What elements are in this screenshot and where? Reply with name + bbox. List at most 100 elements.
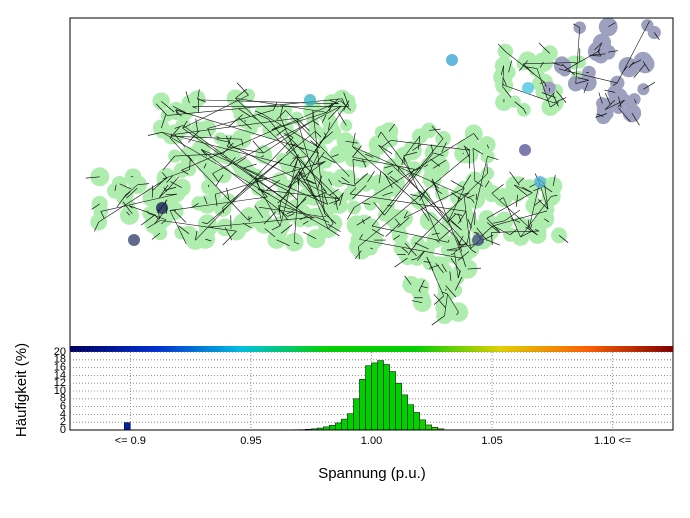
map-line xyxy=(411,300,423,304)
map-line xyxy=(553,97,567,104)
map-line xyxy=(285,110,350,177)
map-line xyxy=(201,149,288,217)
map-node xyxy=(619,58,639,78)
map-line xyxy=(502,86,512,98)
map-line xyxy=(208,216,316,228)
map-line xyxy=(327,223,341,232)
map-line xyxy=(171,135,242,140)
map-line xyxy=(137,183,150,186)
map-line xyxy=(492,220,505,224)
y-tick-label: 10 xyxy=(54,385,66,397)
map-line xyxy=(310,217,313,221)
map-line xyxy=(456,311,459,316)
map-node xyxy=(330,172,346,188)
map-line xyxy=(262,207,325,218)
map-line xyxy=(303,231,317,239)
map-line xyxy=(457,213,462,223)
map-line xyxy=(441,291,448,295)
y-tick-label: 18 xyxy=(54,354,66,366)
map-line xyxy=(284,132,299,147)
map-line xyxy=(287,213,295,217)
map-line xyxy=(371,228,385,237)
map-line xyxy=(384,152,434,216)
map-line xyxy=(292,156,307,159)
map-line xyxy=(345,140,358,144)
y-axis-title: Häufigkeit (%) xyxy=(13,343,30,437)
map-line xyxy=(201,149,328,205)
map-line xyxy=(407,242,418,256)
map-line xyxy=(98,177,168,223)
map-line xyxy=(604,89,616,93)
map-line xyxy=(447,187,465,223)
map-line xyxy=(378,144,393,155)
map-line xyxy=(172,105,186,113)
map-line xyxy=(297,100,350,178)
map-line xyxy=(608,50,618,53)
map-line xyxy=(431,125,444,139)
map-line xyxy=(420,208,430,222)
map-line xyxy=(486,222,501,234)
map-node xyxy=(173,162,190,178)
map-lines xyxy=(85,20,660,326)
map-line xyxy=(612,82,618,86)
map-line xyxy=(160,220,237,232)
map-line xyxy=(188,155,193,162)
map-line xyxy=(556,90,567,103)
map-line xyxy=(287,134,294,138)
map-line xyxy=(175,109,179,116)
map-line xyxy=(589,55,601,57)
map-line xyxy=(467,218,473,229)
bar xyxy=(401,394,408,431)
map-line xyxy=(538,199,549,210)
map-line xyxy=(583,82,589,93)
map-line xyxy=(447,213,457,223)
map-line xyxy=(497,43,506,52)
map-line xyxy=(575,79,590,84)
map-line xyxy=(435,239,440,243)
map-line xyxy=(181,100,341,171)
y-tick-label: 12 xyxy=(54,377,66,389)
map-line xyxy=(326,98,339,113)
map-line xyxy=(222,131,316,209)
map-line xyxy=(235,97,327,113)
network-map xyxy=(85,17,661,326)
map-node xyxy=(329,145,348,164)
bar xyxy=(383,364,390,431)
map-line xyxy=(390,140,470,151)
map-line xyxy=(190,203,199,209)
map-node xyxy=(274,227,288,240)
map-line xyxy=(471,249,477,254)
map-line xyxy=(328,222,334,229)
map-line xyxy=(373,201,385,216)
map-line xyxy=(633,63,646,78)
map-line xyxy=(182,120,188,129)
map-line xyxy=(394,218,402,226)
map-line xyxy=(335,198,338,210)
map-line xyxy=(207,158,283,224)
map-line xyxy=(491,183,504,194)
map-line xyxy=(129,205,156,216)
map-node xyxy=(370,174,388,193)
map-line xyxy=(352,132,356,147)
y-tick-label: 2 xyxy=(60,416,66,428)
map-line xyxy=(561,63,576,76)
map-line xyxy=(338,179,342,183)
map-line xyxy=(522,63,534,75)
map-line xyxy=(444,293,448,316)
map-line xyxy=(329,102,333,112)
map-line xyxy=(198,99,339,105)
map-line xyxy=(457,211,467,224)
map-line xyxy=(222,230,237,246)
bar xyxy=(335,422,342,431)
map-line xyxy=(323,194,328,205)
map-node xyxy=(519,144,531,156)
map-line xyxy=(552,175,556,187)
map-line xyxy=(473,232,480,234)
map-line xyxy=(604,99,615,111)
map-line xyxy=(431,315,445,326)
map-line xyxy=(487,155,499,160)
map-node xyxy=(267,230,286,249)
map-line xyxy=(314,131,322,138)
map-line xyxy=(264,228,276,238)
map-line xyxy=(314,191,328,198)
